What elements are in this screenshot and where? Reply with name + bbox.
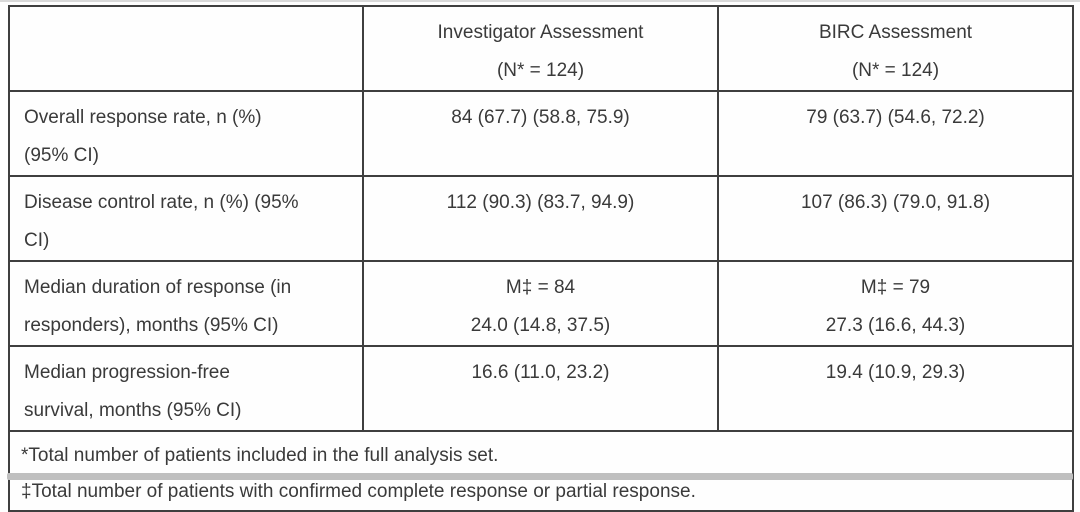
header-investigator-n: (N* = 124) [496, 60, 585, 81]
table-row: Disease control rate, n (%) (95% CI) 112… [8, 175, 1074, 262]
table-row: Median duration of response (in responde… [8, 260, 1074, 347]
row-label-disease-control-rate: Disease control rate, n (%) (95% CI) [8, 175, 364, 262]
row-label-line: (95% CI) [24, 145, 99, 166]
footnotes-cell: *Total number of patients included in th… [8, 430, 1074, 512]
header-birc-title: BIRC Assessment [818, 22, 973, 43]
header-birc-assessment: BIRC Assessment (N* = 124) [717, 5, 1074, 92]
header-investigator-title: Investigator Assessment [437, 22, 644, 43]
image-top-edge [0, 0, 1080, 2]
cell-orr-birc: 79 (63.7) (54.6, 72.2) [717, 90, 1074, 177]
cell-value-line: 16.6 (11.0, 23.2) [471, 362, 610, 383]
table-footnote-row: *Total number of patients included in th… [8, 430, 1074, 512]
image-bottom-edge [7, 473, 1073, 480]
cell-dcr-birc: 107 (86.3) (79.0, 91.8) [717, 175, 1074, 262]
cell-pfs-birc: 19.4 (10.9, 29.3) [717, 345, 1074, 432]
cell-value-line: 24.0 (14.8, 37.5) [470, 315, 611, 336]
cell-value-line: M‡ = 79 [860, 277, 931, 298]
header-empty-cell [8, 5, 364, 92]
cell-value-line: 112 (90.3) (83.7, 94.9) [446, 192, 635, 213]
row-label-line: Median progression-free [24, 362, 230, 383]
cell-dor-investigator: M‡ = 84 24.0 (14.8, 37.5) [362, 260, 719, 347]
cell-value-line: 19.4 (10.9, 29.3) [825, 362, 966, 383]
cell-dcr-investigator: 112 (90.3) (83.7, 94.9) [362, 175, 719, 262]
footnote-full-analysis-set: *Total number of patients included in th… [21, 445, 499, 466]
row-label-line: survival, months (95% CI) [24, 400, 242, 421]
cell-value-line: 107 (86.3) (79.0, 91.8) [800, 192, 991, 213]
header-investigator-assessment: Investigator Assessment (N* = 124) [362, 5, 719, 92]
row-label-line: Median duration of response (in [24, 277, 292, 298]
row-label-median-pfs: Median progression-free survival, months… [8, 345, 364, 432]
cell-value-line: 84 (67.7) (58.8, 75.9) [451, 107, 630, 128]
row-label-line: Disease control rate, n (%) (95% [24, 192, 299, 213]
cell-value-line: 27.3 (16.6, 44.3) [825, 315, 966, 336]
row-label-line: CI) [24, 230, 50, 251]
header-birc-n: (N* = 124) [851, 60, 940, 81]
table-header-row: Investigator Assessment (N* = 124) BIRC … [8, 5, 1074, 92]
cell-orr-investigator: 84 (67.7) (58.8, 75.9) [362, 90, 719, 177]
table-row: Median progression-free survival, months… [8, 345, 1074, 432]
row-label-line: Overall response rate, n (%) [24, 107, 262, 128]
row-label-median-duration-of-response: Median duration of response (in responde… [8, 260, 364, 347]
clinical-results-table: Investigator Assessment (N* = 124) BIRC … [8, 5, 1074, 512]
cell-dor-birc: M‡ = 79 27.3 (16.6, 44.3) [717, 260, 1074, 347]
table-row: Overall response rate, n (%) (95% CI) 84… [8, 90, 1074, 177]
cell-value-line: M‡ = 84 [505, 277, 576, 298]
row-label-line: responders), months (95% CI) [24, 315, 279, 336]
row-label-overall-response-rate: Overall response rate, n (%) (95% CI) [8, 90, 364, 177]
cell-pfs-investigator: 16.6 (11.0, 23.2) [362, 345, 719, 432]
cell-value-line: 79 (63.7) (54.6, 72.2) [806, 107, 985, 128]
